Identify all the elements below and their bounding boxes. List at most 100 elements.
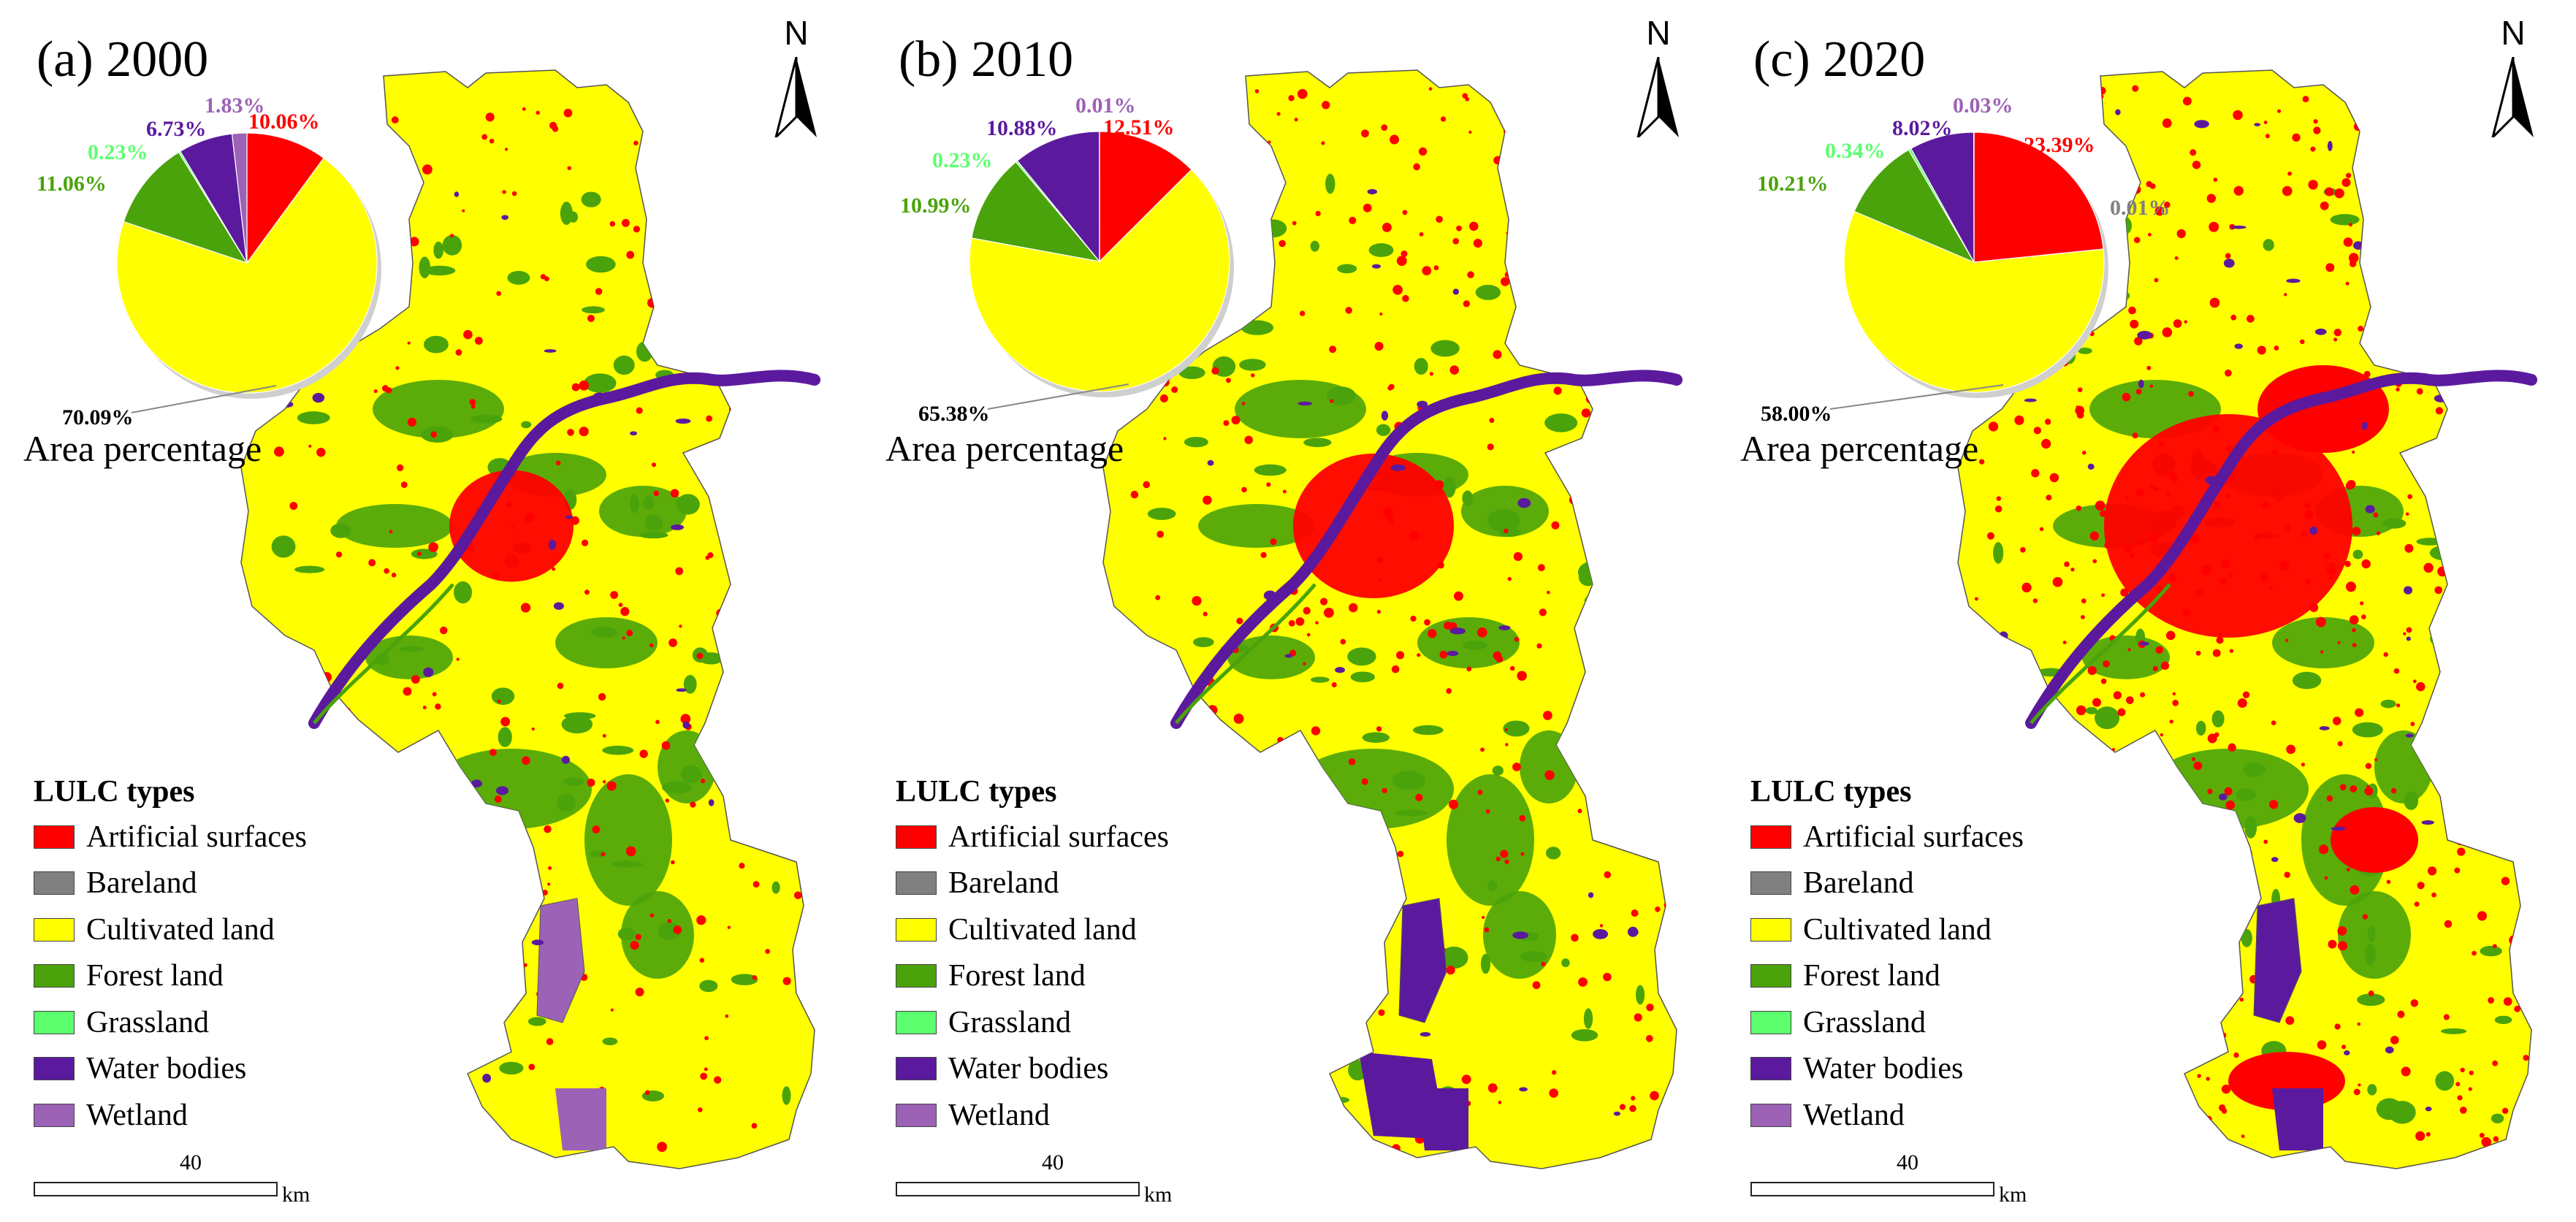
urban-speck	[2390, 1036, 2399, 1045]
urban-speck	[2364, 787, 2374, 796]
urban-speck	[655, 719, 660, 725]
urban-speck	[520, 603, 531, 613]
forest-speck	[419, 1014, 447, 1034]
pond	[682, 721, 690, 729]
urban-speck	[1306, 633, 1311, 637]
urban-speck	[2332, 717, 2341, 725]
urban-speck	[430, 431, 438, 438]
legend-item: Cultivated land	[34, 906, 399, 953]
forest-speck	[2365, 944, 2376, 966]
urban-speck	[1320, 597, 1328, 606]
legend-label: Cultivated land	[86, 912, 275, 947]
urban-speck	[1266, 482, 1271, 487]
urban-speck	[1569, 495, 1578, 505]
urban-speck	[528, 1063, 536, 1071]
urban-speck	[2428, 725, 2434, 731]
urban-speck	[626, 630, 633, 637]
legend-item: Bareland	[896, 860, 1261, 907]
urban-speck	[2092, 759, 2102, 768]
forest-speck	[1310, 676, 1330, 683]
legend-item: Cultivated land	[896, 906, 1261, 953]
legend-swatch	[34, 917, 75, 942]
urban-speck	[511, 525, 514, 529]
urban-speck	[2482, 294, 2488, 299]
legend-label: Wetland	[948, 1098, 1050, 1132]
urban-speck	[2501, 845, 2511, 855]
urban-speck	[2195, 985, 2198, 988]
urban-speck	[2452, 460, 2459, 467]
urban-speck	[1244, 435, 1253, 445]
urban-speck	[2412, 454, 2423, 465]
urban-speck	[2469, 1070, 2474, 1076]
pond	[2230, 225, 2247, 229]
pie-slice-artificial-surfaces	[1099, 131, 1192, 263]
urban-speck	[1549, 1088, 1558, 1098]
urban-speck	[2363, 370, 2371, 378]
urban-speck	[2207, 733, 2217, 744]
forest-speck	[330, 523, 351, 538]
legend-label: Forest land	[86, 959, 224, 993]
urban-speck	[2209, 297, 2220, 308]
urban-speck	[1446, 966, 1455, 975]
pond	[1447, 650, 1459, 657]
urban-speck	[2230, 971, 2239, 979]
urban-speck	[2362, 914, 2369, 920]
legend-title: LULC types	[1750, 775, 1912, 809]
urban-speck	[1381, 124, 1388, 131]
urban-speck	[2305, 578, 2312, 585]
legend-label: Grassland	[86, 1005, 209, 1039]
pond	[2137, 330, 2152, 340]
urban-speck	[1974, 597, 1978, 601]
urban-speck	[2122, 392, 2131, 402]
urban-speck	[1655, 620, 1661, 627]
legend-label: Grassland	[1803, 1005, 1926, 1039]
forest-speck	[611, 860, 643, 868]
urban-speck	[403, 687, 412, 696]
forest-speck	[1636, 308, 1650, 315]
urban-speck	[2434, 116, 2437, 120]
urban-speck	[1295, 617, 1305, 626]
urban-speck	[2081, 598, 2087, 604]
forest-speck	[2100, 763, 2133, 770]
urban-speck	[1487, 1083, 1498, 1093]
legend-swatch	[1750, 917, 1791, 942]
urban-speck	[540, 274, 546, 280]
legend-swatch	[896, 1057, 937, 1081]
urban-speck	[2457, 847, 2466, 856]
forest-speck	[470, 414, 503, 424]
urban-speck	[1461, 1074, 1471, 1085]
urban-speck	[2033, 427, 2041, 435]
forest-speck	[676, 494, 700, 515]
urban-speck	[456, 657, 460, 661]
legend-item: Artificial surfaces	[896, 814, 1261, 860]
urban-speck	[798, 932, 802, 936]
legend-item: Forest land	[34, 953, 399, 1000]
pond	[700, 126, 705, 131]
urban-speck	[2190, 533, 2200, 543]
urban-speck	[1571, 933, 1579, 942]
urban-speck	[536, 110, 540, 115]
urban-speck	[2284, 293, 2287, 297]
urban-speck	[1261, 1114, 1272, 1124]
urban-speck	[1143, 481, 1151, 489]
urban-speck	[584, 589, 590, 595]
urban-speck	[2493, 1136, 2499, 1142]
scale-bar-rect	[34, 1182, 278, 1196]
urban-speck	[635, 988, 644, 997]
forest-speck	[1600, 248, 1612, 265]
urban-speck	[546, 1038, 554, 1045]
urban-speck	[1434, 480, 1444, 490]
urban-speck	[2230, 314, 2237, 321]
urban-speck	[610, 1008, 614, 1012]
southern-lake	[2272, 1088, 2323, 1150]
urban-speck	[601, 852, 606, 857]
scale-value: 40	[180, 1150, 202, 1175]
urban-speck	[2460, 1067, 2465, 1073]
urban-speck	[1603, 972, 1612, 982]
pond	[1314, 855, 1324, 866]
urban-speck	[1361, 778, 1368, 785]
forest-speck	[1583, 1008, 1593, 1029]
urban-speck	[2205, 1115, 2212, 1123]
forest-patch	[1447, 774, 1534, 906]
urban-speck	[465, 868, 470, 873]
